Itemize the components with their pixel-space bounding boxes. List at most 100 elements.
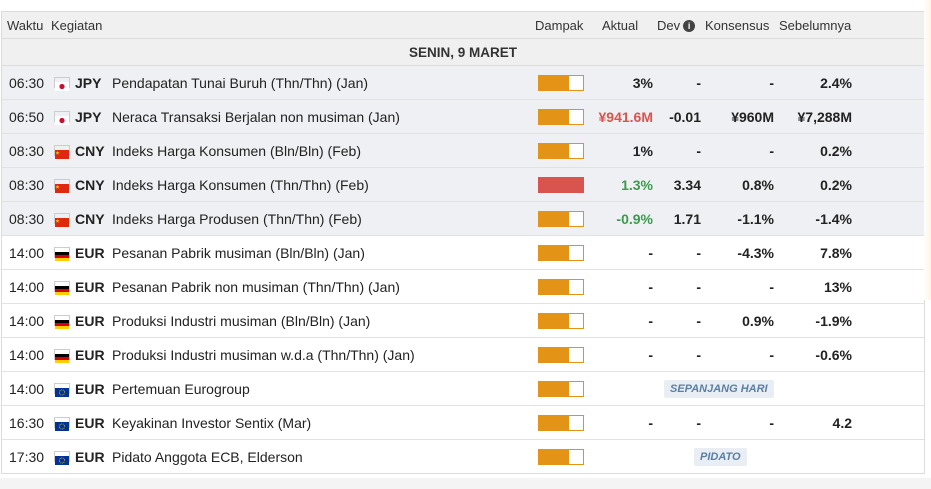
previous-value: 2.4% — [820, 74, 852, 91]
currency-code: CNY — [75, 176, 105, 193]
actual-value: - — [648, 278, 653, 295]
side-gradient — [924, 0, 931, 300]
event-name[interactable]: Pidato Anggota ECB, Elderson — [112, 448, 303, 465]
header-time[interactable]: Waktu — [7, 18, 44, 33]
impact-indicator-medium — [538, 347, 584, 363]
event-tag: SEPANJANG HARI — [664, 380, 774, 398]
currency-code: JPY — [75, 74, 102, 91]
event-name[interactable]: Produksi Industri musiman w.d.a (Thn/Thn… — [112, 346, 415, 363]
table-row[interactable]: 14:00 EUR Produksi Industri musiman w.d.a … — [2, 338, 924, 372]
table-row[interactable]: 14:00 EUR Pesanan Pabrik non musiman (Thn/… — [2, 270, 924, 304]
table-row[interactable]: 08:30 CNY Indeks Harga Konsumen (Bln/Bln) … — [2, 134, 924, 168]
deviation-value: - — [696, 74, 701, 91]
header-actual[interactable]: Aktual — [602, 18, 639, 33]
previous-value: 0.2% — [820, 176, 852, 193]
cn-flag-icon — [54, 179, 70, 193]
event-time: 08:30 — [9, 176, 45, 193]
table-row[interactable]: 08:30 CNY Indeks Harga Konsumen (Thn/Thn) … — [2, 168, 924, 202]
table-row[interactable]: 06:30 JPY Pendapatan Tunai Buruh (Thn/Thn)… — [2, 66, 924, 100]
de-flag-icon — [54, 315, 70, 329]
impact-indicator-medium — [538, 279, 584, 295]
actual-value: 1% — [632, 142, 653, 159]
event-name[interactable]: Pesanan Pabrik musiman (Bln/Bln) (Jan) — [112, 244, 365, 261]
eu-flag-icon — [54, 451, 70, 465]
impact-indicator-medium — [538, 143, 584, 159]
deviation-value: - — [696, 278, 701, 295]
previous-value: 0.2% — [820, 142, 852, 159]
header-previous[interactable]: Sebelumnya — [779, 18, 852, 33]
impact-indicator-medium — [538, 381, 584, 397]
event-name[interactable]: Pendapatan Tunai Buruh (Thn/Thn) (Jan) — [112, 74, 369, 91]
cn-flag-icon — [54, 213, 70, 227]
deviation-value: 3.34 — [673, 176, 701, 193]
event-name[interactable]: Indeks Harga Konsumen (Thn/Thn) (Feb) — [112, 176, 369, 193]
actual-value: - — [648, 346, 653, 363]
currency-code: EUR — [75, 278, 105, 295]
table-row[interactable]: 16:30 EUR Keyakinan Investor Sentix (Mar) -… — [2, 406, 924, 440]
previous-value: -0.6% — [815, 346, 852, 363]
event-time: 16:30 — [9, 414, 45, 431]
header-dev-label: Dev — [657, 18, 681, 33]
event-name[interactable]: Keyakinan Investor Sentix (Mar) — [112, 414, 312, 431]
table-header: Waktu Kegiatan Dampak Aktual Dev i Konse… — [2, 12, 924, 39]
previous-value: ¥7,288M — [797, 108, 852, 125]
table-row[interactable]: 17:30 EUR Pidato Anggota ECB, Elderson PIDA… — [2, 440, 924, 473]
event-time: 08:30 — [9, 142, 45, 159]
bottom-strip — [0, 478, 931, 489]
impact-indicator-medium — [538, 109, 584, 125]
currency-code: CNY — [75, 142, 105, 159]
consensus-value: 0.9% — [742, 312, 774, 329]
event-time: 14:00 — [9, 346, 45, 363]
header-event[interactable]: Kegiatan — [51, 18, 103, 33]
event-time: 14:00 — [9, 278, 45, 295]
event-name[interactable]: Indeks Harga Produsen (Thn/Thn) (Feb) — [112, 210, 362, 227]
event-name[interactable]: Neraca Transaksi Berjalan non musiman (J… — [112, 108, 400, 125]
event-name[interactable]: Pertemuan Eurogroup — [112, 380, 250, 397]
event-time: 14:00 — [9, 380, 45, 397]
table-row[interactable]: 14:00 EUR Pertemuan Eurogroup SEPANJANG HAR… — [2, 372, 924, 406]
previous-value: 13% — [823, 278, 852, 295]
actual-value: 3% — [632, 74, 653, 91]
table-row[interactable]: 08:30 CNY Indeks Harga Produsen (Thn/Thn) … — [2, 202, 924, 236]
previous-value: 7.8% — [820, 244, 852, 261]
cn-flag-icon — [54, 145, 70, 159]
previous-value: 4.2 — [832, 414, 852, 431]
table-row[interactable]: 06:50 JPY Neraca Transaksi Berjalan non mu… — [2, 100, 924, 134]
deviation-value: -0.01 — [669, 108, 701, 125]
event-time: 06:30 — [9, 74, 45, 91]
info-icon[interactable]: i — [683, 19, 696, 32]
deviation-value: 1.71 — [673, 210, 701, 227]
consensus-value: -1.1% — [737, 210, 774, 227]
impact-indicator-medium — [538, 313, 584, 329]
event-time: 14:00 — [9, 312, 45, 329]
event-name[interactable]: Indeks Harga Konsumen (Bln/Bln) (Feb) — [112, 142, 361, 159]
date-group-header: SENIN, 9 MARET — [2, 39, 924, 66]
currency-code: EUR — [75, 312, 105, 329]
table-row[interactable]: 14:00 EUR Pesanan Pabrik musiman (Bln/Bln)… — [2, 236, 924, 270]
impact-indicator-medium — [538, 415, 584, 431]
event-time: 17:30 — [9, 448, 45, 465]
consensus-value: 0.8% — [742, 176, 774, 193]
header-consensus[interactable]: Konsensus — [705, 18, 770, 33]
currency-code: EUR — [75, 448, 105, 465]
event-name[interactable]: Pesanan Pabrik non musiman (Thn/Thn) (Ja… — [112, 278, 400, 295]
de-flag-icon — [54, 247, 70, 261]
consensus-value: - — [769, 142, 774, 159]
header-dev[interactable]: Dev i — [657, 18, 696, 33]
deviation-value: - — [696, 244, 701, 261]
jp-flag-icon — [54, 77, 70, 91]
event-name[interactable]: Produksi Industri musiman (Bln/Bln) (Jan… — [112, 312, 371, 329]
impact-indicator-medium — [538, 75, 584, 91]
consensus-value: ¥960M — [731, 108, 774, 125]
actual-value: 1.3% — [621, 176, 653, 193]
deviation-value: - — [696, 346, 701, 363]
header-impact[interactable]: Dampak — [535, 18, 584, 33]
impact-indicator-medium — [538, 245, 584, 261]
consensus-value: - — [769, 414, 774, 431]
deviation-value: - — [696, 414, 701, 431]
currency-code: EUR — [75, 414, 105, 431]
eu-flag-icon — [54, 383, 70, 397]
impact-indicator-medium — [538, 211, 584, 227]
actual-value: ¥941.6M — [598, 108, 653, 125]
table-row[interactable]: 14:00 EUR Produksi Industri musiman (Bln/B… — [2, 304, 924, 338]
